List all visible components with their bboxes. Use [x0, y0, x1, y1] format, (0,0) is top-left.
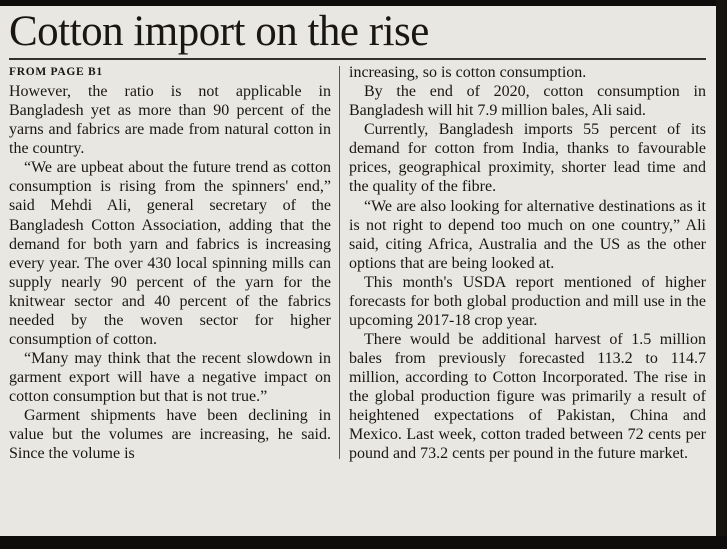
headline: Cotton import on the rise — [9, 8, 429, 55]
right-edge-bar — [716, 0, 727, 549]
paragraph: There would be additional harvest of 1.5… — [349, 330, 706, 462]
paragraph: “We are upbeat about the future trend as… — [9, 159, 331, 348]
kicker: FROM PAGE B1 — [9, 66, 103, 79]
headline-rule — [9, 58, 706, 61]
paragraph: “Many may think that the recent slowdown… — [9, 349, 331, 405]
paragraph: This month's USDA report mentioned of hi… — [349, 273, 706, 329]
column-divider — [339, 66, 340, 459]
column-right: increasing, so is cotton consumption. By… — [349, 63, 706, 463]
paragraph: increasing, so is cotton consumption. — [349, 64, 587, 82]
paragraph: Garment shipments have been declining in… — [9, 406, 331, 462]
paragraph: Currently, Bangladesh imports 55 percent… — [349, 121, 706, 196]
paragraph: However, the ratio is not applicable in … — [9, 83, 331, 158]
article-content: Cotton import on the rise FROM PAGE B1 H… — [0, 6, 716, 536]
paragraph: “We are also looking for alternative des… — [349, 197, 706, 272]
paragraph: By the end of 2020, cotton consumption i… — [349, 83, 706, 120]
top-edge-bar — [0, 0, 727, 6]
column-left: FROM PAGE B1 However, the ratio is not a… — [9, 63, 331, 463]
bottom-edge-bar — [0, 536, 727, 549]
article-columns: FROM PAGE B1 However, the ratio is not a… — [9, 63, 706, 463]
